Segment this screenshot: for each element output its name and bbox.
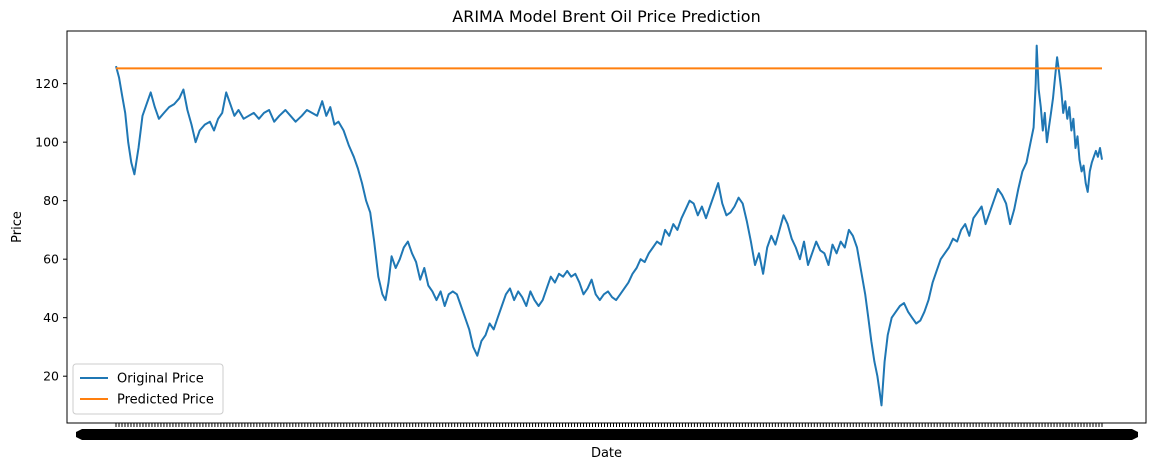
legend-label-original-price: Original Price: [117, 372, 204, 387]
legend-box: [72, 363, 224, 415]
legend: Original Price Predicted Price: [72, 363, 224, 415]
y-tick-label: 100: [35, 135, 59, 150]
y-tick-label: 40: [43, 310, 59, 325]
plot-area: [115, 44, 1103, 407]
x-axis-label: Date: [591, 446, 622, 461]
series-line-original-price: [115, 44, 1103, 407]
y-tick-label: 80: [43, 193, 59, 208]
legend-label-predicted-price: Predicted Price: [117, 393, 214, 408]
y-axis-label: Price: [10, 211, 25, 243]
x-axis-ticks: [76, 423, 1138, 440]
x-tick-labels-overlap-band: [76, 429, 1138, 440]
y-tick-label: 60: [43, 252, 59, 267]
y-tick-label: 20: [43, 369, 59, 384]
chart-title: ARIMA Model Brent Oil Price Prediction: [452, 7, 760, 26]
axes-frame: [66, 30, 1147, 424]
y-tick-label: 120: [35, 76, 59, 91]
y-axis-ticks: 20 40 60 80 100 120: [35, 76, 67, 384]
